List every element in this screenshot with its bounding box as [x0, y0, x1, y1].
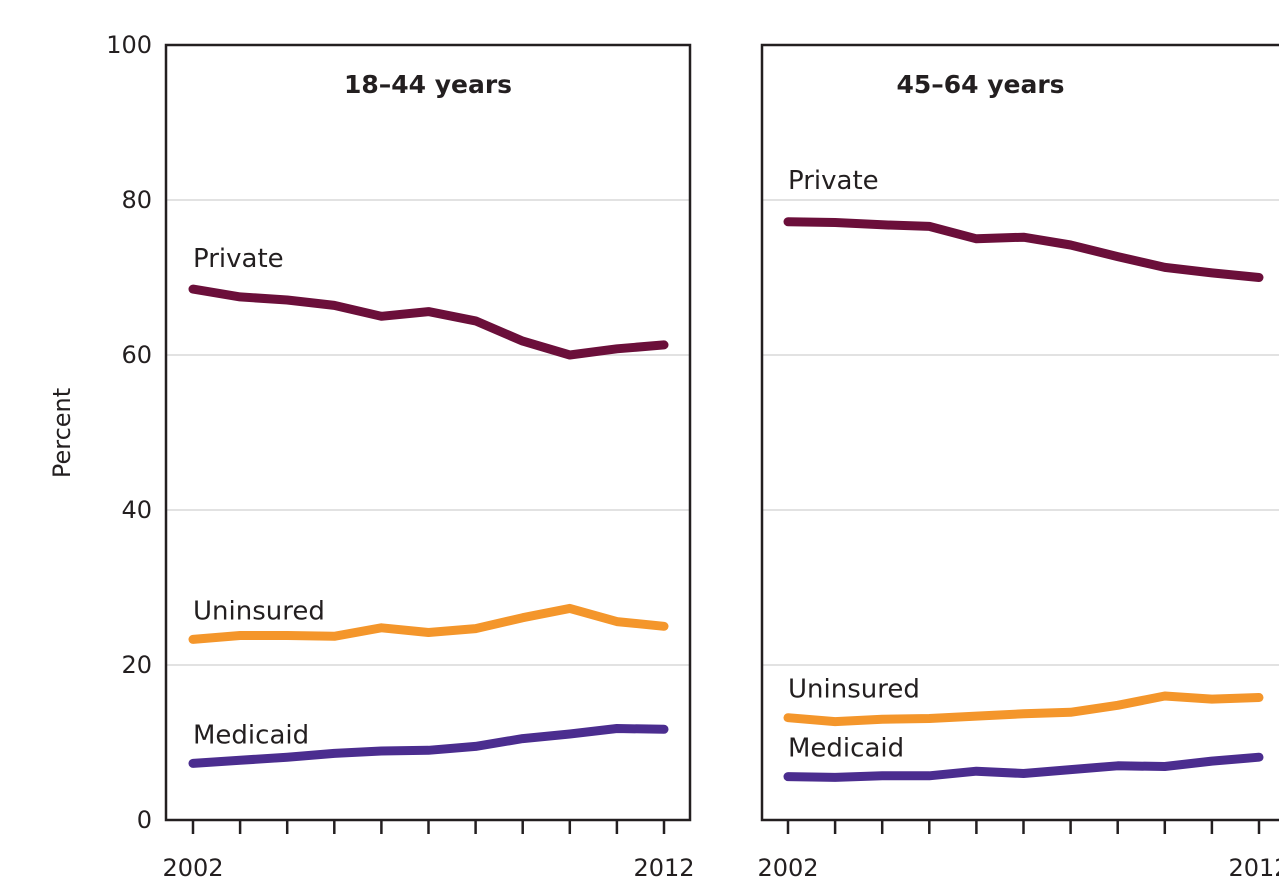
panel-title: 18–44 years: [344, 70, 512, 99]
y-tick-label: 80: [121, 186, 152, 214]
series-line-private: [783, 217, 1264, 282]
x-tick-label: 2012: [1228, 854, 1279, 879]
series-line-private: [188, 284, 669, 360]
series-label-private: Private: [788, 166, 879, 196]
series-label-private: Private: [193, 244, 284, 274]
series-label-medicaid: Medicaid: [788, 734, 904, 764]
y-tick-label: 0: [137, 806, 152, 834]
series-line-uninsured: [783, 691, 1264, 727]
series-line-medicaid: [783, 752, 1264, 782]
panel-title: 45–64 years: [896, 70, 1064, 99]
series-label-uninsured: Uninsured: [193, 596, 325, 626]
x-tick-label: 2012: [633, 854, 694, 879]
series-label-uninsured: Uninsured: [788, 675, 920, 705]
y-tick-label: 40: [121, 496, 152, 524]
plot-frame: [164, 43, 692, 822]
plot-frame: [760, 43, 1279, 822]
x-tick-label: 2002: [757, 854, 818, 879]
x-tick-label: 2002: [162, 854, 223, 879]
y-tick-label: 100: [106, 31, 152, 59]
y-axis-label: Percent: [48, 388, 76, 478]
series-label-medicaid: Medicaid: [193, 720, 309, 750]
series-line-medicaid: [188, 724, 669, 768]
y-tick-label: 60: [121, 341, 152, 369]
y-tick-label: 20: [121, 651, 152, 679]
series-line-uninsured: [188, 603, 669, 644]
